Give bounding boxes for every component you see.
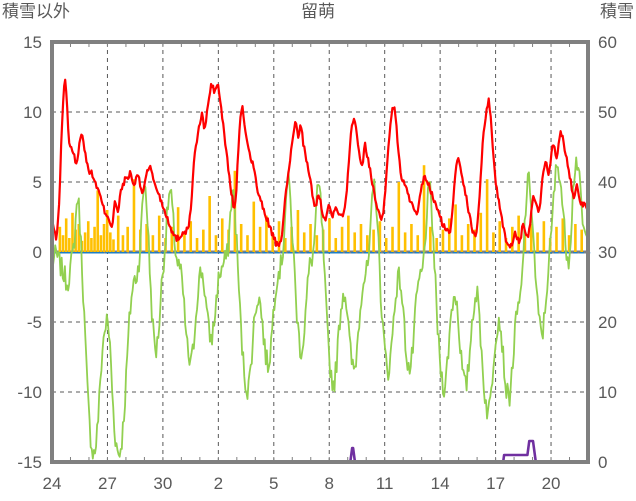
series-wind-speed — [51, 156, 589, 460]
svg-text:17: 17 — [486, 474, 505, 493]
svg-text:-15: -15 — [17, 453, 42, 472]
svg-text:24: 24 — [43, 474, 62, 493]
chart-title: 留萌 — [301, 2, 335, 21]
svg-text:0: 0 — [33, 243, 42, 262]
x-axis-labels: 24 27 30 2 5 8 11 14 17 20 — [43, 474, 561, 493]
svg-text:10: 10 — [598, 383, 617, 402]
svg-text:11: 11 — [376, 474, 394, 493]
series-temperature — [50, 78, 590, 249]
plot-frame — [50, 40, 590, 464]
svg-text:0: 0 — [598, 453, 607, 472]
svg-text:30: 30 — [598, 243, 617, 262]
svg-text:27: 27 — [98, 474, 117, 493]
svg-text:5: 5 — [269, 474, 278, 493]
svg-text:5: 5 — [33, 173, 42, 192]
svg-text:30: 30 — [153, 474, 172, 493]
svg-text:20: 20 — [542, 474, 561, 493]
svg-text:2: 2 — [214, 474, 223, 493]
svg-text:-5: -5 — [27, 313, 42, 332]
svg-text:14: 14 — [431, 474, 450, 493]
svg-text:8: 8 — [325, 474, 334, 493]
svg-text:50: 50 — [598, 103, 617, 122]
svg-text:60: 60 — [598, 33, 617, 52]
left-axis-caption: 積雪以外 — [2, 2, 70, 21]
svg-text:20: 20 — [598, 313, 617, 332]
svg-text:-10: -10 — [17, 383, 42, 402]
series-snow-depth — [50, 439, 590, 464]
series-precipitation — [54, 252, 591, 254]
svg-text:15: 15 — [23, 33, 42, 52]
axis-minor-ticks — [51, 42, 589, 462]
left-axis-labels: 15 10 5 0 -5 -10 -15 — [17, 33, 42, 472]
svg-text:40: 40 — [598, 173, 617, 192]
right-axis-labels: 60 50 40 30 20 10 0 — [598, 33, 617, 472]
svg-text:10: 10 — [23, 103, 42, 122]
right-axis-caption: 積雪 — [600, 2, 634, 21]
